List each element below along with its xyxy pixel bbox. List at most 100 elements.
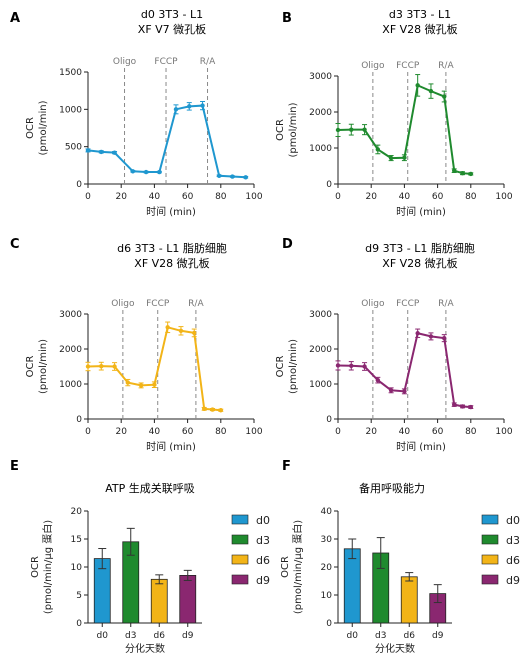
panel-d-phase-label: Oligo: [361, 299, 385, 309]
panel-c-xtick-label: 60: [182, 427, 194, 437]
panel-d-data-point: [442, 335, 447, 341]
panel-d-series-line: [337, 332, 471, 409]
panel-c-ytick-label: 1000: [59, 380, 82, 390]
panel-a-xtick-label: 60: [182, 192, 194, 202]
panel-a-phase-label: Oligo: [113, 57, 137, 67]
panel-e-legend-label-d0: d0: [256, 514, 270, 527]
panel-b-xtick-label: 20: [365, 192, 377, 202]
panel-f-legend-swatch-d0: [481, 514, 499, 525]
panel-b-data-point: [375, 147, 381, 152]
panel-a-ytick-label: 1000: [59, 105, 82, 115]
panel-c-data-point: [138, 383, 144, 388]
panel-d-data-point: [349, 363, 354, 368]
panel-b-xtick-label: 0: [335, 192, 341, 202]
panel-e-legend-swatch-d0: [231, 514, 249, 525]
panel-c-phase-label: Oligo: [111, 299, 135, 309]
panel-d-data-point: [415, 331, 420, 336]
panel-e-xtick-label: d6: [154, 631, 166, 641]
panel-f-ytick-label: 0: [326, 619, 332, 629]
panel-e-legend-swatch-d9: [231, 574, 249, 585]
panel-e-ylabel-line-2: (pmol/min/μg 蛋白): [41, 520, 54, 614]
panel-c-ytick-label: 3000: [59, 310, 82, 320]
panel-d-data-point: [428, 334, 434, 339]
panel-e-ytick-label: 5: [76, 591, 82, 601]
panel-d-ytick-label: 1000: [309, 380, 332, 390]
panel-a-title-line-2: XF V7 微孔板: [138, 22, 206, 36]
panel-e-xtick-label: d0: [97, 631, 109, 641]
panel-e-legend-label-d9: d9: [256, 574, 270, 587]
panel-e-ylabel-line-1: OCR: [30, 556, 41, 578]
panel-d-data-point: [402, 389, 407, 394]
panel-e-legend-label-d6: d6: [256, 554, 270, 567]
panel-e-xlabel: 分化天数: [125, 642, 165, 655]
panel-c-phase-label: R/A: [188, 299, 204, 309]
panel-f-letter: F: [282, 459, 291, 474]
panel-f-xtick-label: d9: [432, 631, 444, 641]
panel-a-ytick-label: 1500: [59, 68, 82, 78]
panel-f-bar-d6: [400, 576, 418, 624]
panel-b-data-point: [415, 83, 420, 88]
panel-a-data-point: [143, 169, 149, 175]
panel-b-data-point: [468, 171, 473, 177]
panel-d-xtick-label: 20: [365, 427, 377, 437]
panel-d-xtick-label: 0: [335, 427, 341, 437]
panel-c-data-point: [125, 380, 131, 385]
panel-e-xtick-label: d3: [125, 631, 136, 641]
panel-a-ytick-label: 500: [65, 143, 82, 153]
panel-f-legend-label-d9: d9: [506, 574, 520, 587]
panel-e-xtick-label: d9: [182, 631, 194, 641]
panel-d-ylabel-line-2: (pmol/min): [288, 339, 299, 394]
panel-c-title-line-2: XF V28 微孔板: [134, 256, 209, 270]
panel-e-bar-d6: [150, 578, 168, 624]
panel-b-data-point: [402, 155, 407, 160]
panel-a-xtick-label: 40: [149, 192, 161, 202]
panel-a-xtick-label: 0: [85, 192, 91, 202]
panel-f-bar-d0: [343, 548, 361, 624]
panel-d-data-point: [460, 404, 465, 409]
panel-d-data-point: [468, 404, 473, 410]
panel-d-data-point: [375, 377, 381, 383]
panel-b-xtick-label: 60: [432, 192, 444, 202]
panel-d-title-line-2: XF V28 微孔板: [382, 256, 457, 270]
panel-c-series-line: [87, 326, 221, 412]
panel-b-xtick-label: 80: [465, 192, 477, 202]
panel-a-letter: A: [10, 11, 20, 26]
panel-a-ylabel-line-2: (pmol/min): [38, 100, 49, 155]
panel-c-ytick-label: 0: [76, 415, 82, 425]
panel-a-phase-label: R/A: [200, 57, 216, 67]
panel-b-letter: B: [282, 11, 292, 26]
panel-f-xtick-label: d3: [375, 631, 386, 641]
panel-a-data-point: [112, 150, 117, 155]
panel-c-data-point: [210, 407, 215, 412]
panel-b-data-point: [452, 168, 457, 173]
panel-f-xtick-label: d6: [404, 631, 416, 641]
panel-a-data-point: [216, 173, 222, 178]
panel-c-xlabel: 时间 (min): [146, 440, 196, 453]
panel-a-data-point: [173, 107, 179, 112]
panel-c-data-point: [192, 330, 197, 336]
panel-d-xtick-label: 60: [432, 427, 444, 437]
panel-f-ytick-label: 30: [321, 535, 333, 545]
panel-d-ytick-label: 0: [326, 415, 332, 425]
panel-a-data-point: [243, 175, 248, 180]
panel-b-phase-label: Oligo: [361, 61, 385, 71]
panel-c-xtick-label: 100: [245, 427, 262, 437]
panel-e-title-line-1: ATP 生成关联呼吸: [105, 481, 195, 495]
panel-a-data-point: [187, 104, 192, 109]
panel-c-ytick-label: 2000: [59, 345, 82, 355]
panel-d-title-line-1: d9 3T3 - L1 脂肪细胞: [365, 241, 475, 255]
panel-c-data-point: [99, 363, 104, 369]
panel-c-data-point: [152, 382, 157, 387]
panel-c-xtick-label: 20: [115, 427, 127, 437]
panel-a-title-line-1: d0 3T3 - L1: [141, 8, 203, 21]
panel-c-data-point: [202, 406, 207, 412]
panel-e-legend-swatch-d6: [231, 554, 249, 565]
panel-c-ylabel-line-2: (pmol/min): [38, 339, 49, 394]
panel-e-ytick-label: 10: [71, 563, 83, 573]
panel-a-data-point: [157, 169, 162, 175]
panel-a-xtick-label: 20: [115, 192, 127, 202]
panel-c-data-point: [178, 328, 184, 333]
panel-c-letter: C: [10, 237, 20, 252]
panel-b-ytick-label: 3000: [309, 72, 332, 82]
